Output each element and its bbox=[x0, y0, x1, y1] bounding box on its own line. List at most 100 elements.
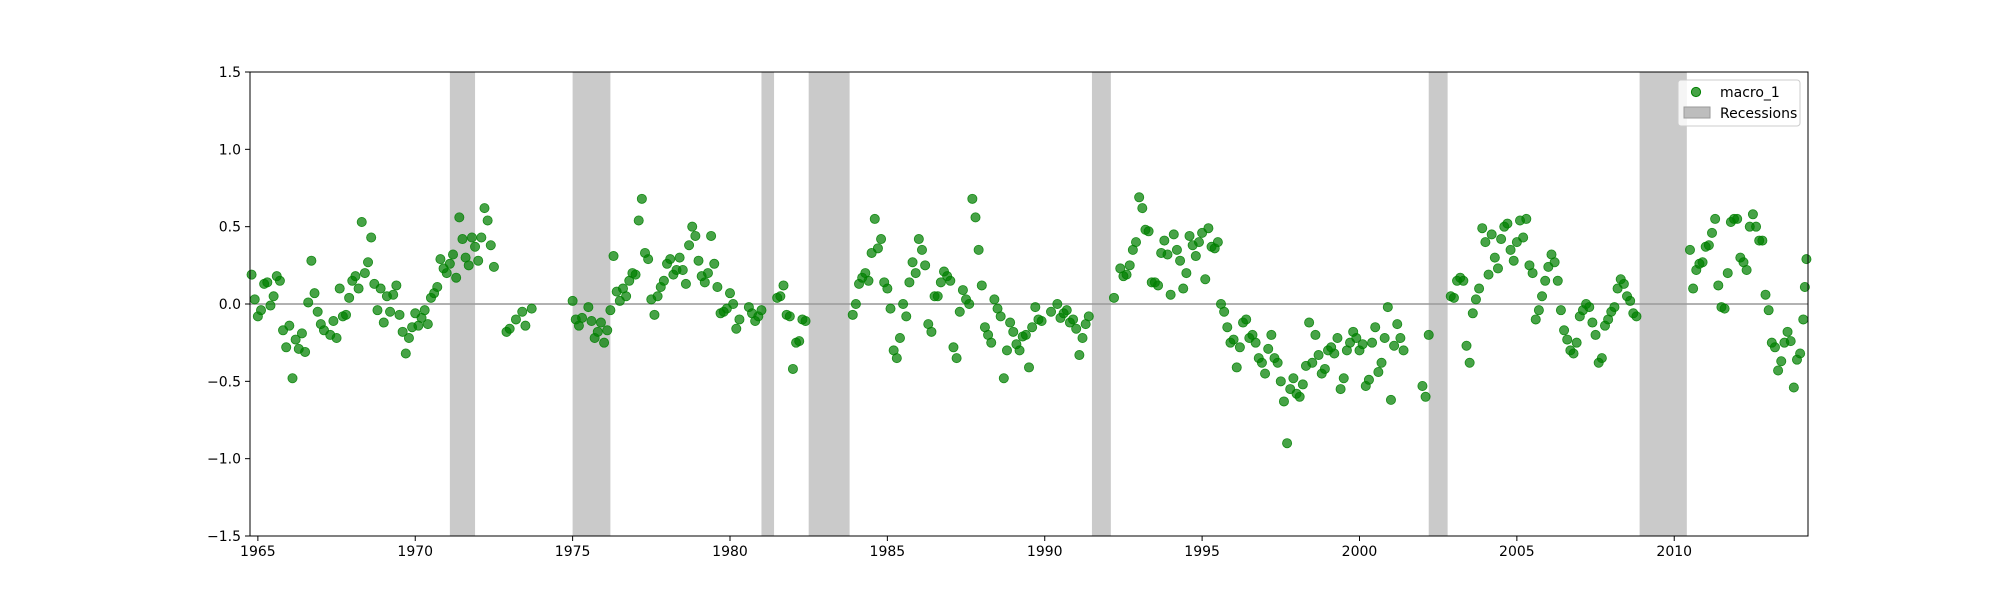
data-point-81 bbox=[517, 306, 528, 317]
legend-patch-recessions bbox=[1683, 106, 1711, 119]
data-point-112 bbox=[658, 275, 669, 286]
data-point-247 bbox=[1181, 268, 1192, 279]
data-point-69 bbox=[463, 260, 474, 271]
data-point-357 bbox=[1562, 334, 1573, 345]
data-point-133 bbox=[724, 288, 735, 299]
data-point-321 bbox=[1448, 292, 1459, 303]
data-point-87 bbox=[577, 312, 588, 323]
scatter-points bbox=[246, 192, 1812, 449]
data-point-386 bbox=[1703, 240, 1714, 251]
data-point-157 bbox=[863, 275, 874, 286]
data-point-279 bbox=[1282, 438, 1293, 449]
data-point-96 bbox=[608, 251, 619, 262]
y-tick-label-1: −1.0 bbox=[207, 452, 241, 468]
data-point-366 bbox=[1590, 329, 1601, 340]
legend-label-macro-1: macro_1 bbox=[1720, 85, 1780, 101]
data-point-310 bbox=[1379, 333, 1390, 344]
data-point-193 bbox=[976, 280, 987, 291]
data-point-48 bbox=[397, 326, 408, 337]
data-point-75 bbox=[482, 215, 493, 226]
data-point-10 bbox=[274, 275, 285, 286]
data-point-408 bbox=[1773, 365, 1784, 376]
data-point-259 bbox=[1219, 306, 1230, 317]
data-point-135 bbox=[731, 323, 742, 334]
data-point-360 bbox=[1571, 337, 1582, 348]
data-point-67 bbox=[457, 234, 468, 245]
data-point-88 bbox=[583, 302, 594, 313]
data-point-109 bbox=[649, 309, 660, 320]
data-point-44 bbox=[385, 306, 396, 317]
data-point-278 bbox=[1278, 396, 1289, 407]
data-point-375 bbox=[1618, 278, 1629, 289]
data-point-147 bbox=[787, 363, 798, 374]
data-point-134 bbox=[728, 298, 739, 309]
data-point-328 bbox=[1470, 294, 1481, 305]
data-point-33 bbox=[350, 271, 361, 282]
data-point-317 bbox=[1417, 380, 1428, 391]
data-point-177 bbox=[926, 326, 937, 337]
data-point-365 bbox=[1587, 317, 1598, 328]
data-point-232 bbox=[1134, 192, 1145, 203]
legend: macro_1 Recessions bbox=[1677, 79, 1801, 127]
data-point-318 bbox=[1420, 391, 1431, 402]
data-point-201 bbox=[1001, 345, 1012, 356]
y-tick-label-4: 0.5 bbox=[219, 220, 241, 236]
data-point-22 bbox=[312, 306, 323, 317]
data-point-326 bbox=[1464, 357, 1475, 368]
data-point-169 bbox=[901, 311, 912, 322]
data-point-191 bbox=[970, 212, 981, 223]
data-point-199 bbox=[995, 311, 1006, 322]
data-point-14 bbox=[287, 373, 298, 384]
data-point-214 bbox=[1052, 298, 1063, 309]
data-point-228 bbox=[1121, 269, 1132, 280]
data-point-164 bbox=[885, 303, 896, 314]
data-point-389 bbox=[1713, 280, 1724, 291]
data-point-273 bbox=[1263, 343, 1274, 354]
data-point-220 bbox=[1071, 323, 1082, 334]
data-point-286 bbox=[1304, 317, 1315, 328]
data-point-288 bbox=[1310, 329, 1321, 340]
data-point-161 bbox=[876, 234, 887, 245]
data-point-153 bbox=[850, 298, 861, 309]
data-point-208 bbox=[1024, 362, 1035, 373]
data-point-50 bbox=[403, 333, 414, 344]
data-point-42 bbox=[378, 317, 389, 328]
data-point-105 bbox=[636, 193, 647, 204]
data-point-297 bbox=[1338, 373, 1349, 384]
data-point-120 bbox=[684, 240, 695, 251]
data-point-344 bbox=[1521, 213, 1532, 224]
data-point-26 bbox=[328, 316, 339, 327]
data-point-190 bbox=[967, 193, 978, 204]
data-point-143 bbox=[775, 291, 786, 302]
data-point-409 bbox=[1776, 356, 1787, 367]
data-point-269 bbox=[1250, 337, 1261, 348]
data-point-313 bbox=[1389, 340, 1400, 351]
data-point-309 bbox=[1376, 357, 1387, 368]
x-tick-label-1970: 1970 bbox=[397, 544, 433, 560]
data-point-94 bbox=[602, 325, 613, 336]
data-point-315 bbox=[1395, 333, 1406, 344]
data-point-149 bbox=[794, 336, 805, 347]
data-point-15 bbox=[290, 334, 301, 345]
x-axis: 1965 1970 1975 1980 1985 1990 1995 2000 2005 2010 bbox=[240, 536, 1692, 560]
data-point-391 bbox=[1719, 303, 1730, 314]
data-point-103 bbox=[630, 269, 641, 280]
data-point-119 bbox=[680, 278, 691, 289]
y-tick-label-3: 0.0 bbox=[219, 297, 241, 313]
data-point-287 bbox=[1307, 357, 1318, 368]
data-point-235 bbox=[1143, 226, 1154, 237]
data-point-283 bbox=[1294, 391, 1305, 402]
data-point-324 bbox=[1458, 275, 1469, 286]
data-point-250 bbox=[1190, 251, 1201, 262]
data-point-291 bbox=[1319, 363, 1330, 374]
data-point-84 bbox=[567, 295, 578, 306]
data-point-244 bbox=[1171, 244, 1182, 255]
data-point-64 bbox=[448, 249, 459, 260]
data-point-6 bbox=[262, 277, 273, 288]
data-point-308 bbox=[1373, 367, 1384, 378]
data-point-377 bbox=[1625, 295, 1636, 306]
data-point-418 bbox=[1801, 254, 1812, 265]
data-point-354 bbox=[1552, 275, 1563, 286]
data-point-197 bbox=[989, 294, 1000, 305]
data-point-332 bbox=[1483, 269, 1494, 280]
